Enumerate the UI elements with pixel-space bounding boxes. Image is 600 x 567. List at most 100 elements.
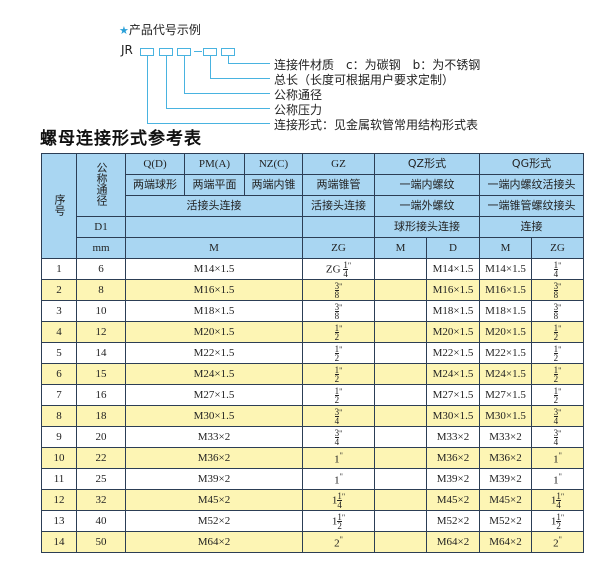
cell-qz-m [374,405,427,427]
cell-gz-zg: 1" [302,468,375,490]
header-union: 活接头连接 [125,195,303,217]
label-pressure: 公称压力 [274,103,323,117]
cell-gz-zg: 1 1 2 " [302,510,375,532]
leader-line [184,56,185,93]
cell-m: M27×1.5 [125,384,303,406]
cell-qg-zg: 1 1 2 " [531,510,584,532]
leader-line [184,93,270,94]
header-qz-d: D [426,237,480,259]
table-row: 13 40 M52×2 1 1 2 " M52×2 M52×2 1 1 2 " [41,510,584,532]
cell-gz-zg: 1 2 " [302,342,375,364]
table-row: 2 8 M16×1.5 3 8 " M16×1.5 M16×1.5 3 8 " [41,279,584,301]
cell-m: M18×1.5 [125,300,303,322]
cell-no: 6 [41,363,77,385]
cell-no: 5 [41,342,77,364]
cell-dn: 16 [76,384,126,406]
header-qz-desc2: 一端外螺纹 [374,195,480,217]
cell-qz-d: M30×1.5 [426,405,480,427]
cell-no: 13 [41,510,77,532]
code-box-length [203,48,217,56]
cell-gz-zg: 3 4 " [302,426,375,448]
table-row: 5 14 M22×1.5 1 2 " M22×1.5 M22×1.5 1 2 " [41,342,584,364]
header-nominal: 公称通径 [76,153,126,217]
cell-qg-zg: 1 1 4 " [531,489,584,511]
cell-dn: 14 [76,342,126,364]
cell-no: 9 [41,426,77,448]
cell-qg-zg: 1 2 " [531,384,584,406]
cell-qg-zg: 3 4 " [531,426,584,448]
header-blank [125,216,303,238]
cell-qz-m [374,321,427,343]
cell-m: M14×1.5 [125,258,303,280]
cell-dn: 12 [76,321,126,343]
cell-qg-zg: 3 8 " [531,279,584,301]
cell-qg-m: M64×2 [479,531,532,553]
cell-qg-m: M39×2 [479,468,532,490]
header-pm-desc: 两端平面 [184,174,245,196]
label-diameter: 公称通径 [274,88,323,102]
cell-qz-m [374,258,427,280]
cell-qg-m: M52×2 [479,510,532,532]
cell-qg-zg: 3 4 " [531,405,584,427]
cell-no: 14 [41,531,77,553]
header-qg: QG形式 [479,153,584,175]
cell-no: 12 [41,489,77,511]
cell-qg-zg: 3 8 " [531,300,584,322]
cell-m: M20×1.5 [125,321,303,343]
header-seq: 序号 [41,153,77,259]
cell-qg-zg: 1 4 " [531,258,584,280]
cell-no: 3 [41,300,77,322]
leader-line [166,56,167,108]
cell-gz-zg: 1 2 " [302,321,375,343]
cell-qg-m: M33×2 [479,426,532,448]
cell-qg-m: M24×1.5 [479,363,532,385]
cell-dn: 50 [76,531,126,553]
header-gz-desc: 两端锥管 [302,174,375,196]
cell-qg-zg: 1 2 " [531,342,584,364]
leader-line [166,108,270,109]
cell-qz-d: M16×1.5 [426,279,480,301]
cell-qz-m [374,510,427,532]
cell-m: M16×1.5 [125,279,303,301]
cell-dn: 15 [76,363,126,385]
code-box-connection [140,48,154,56]
cell-dn: 10 [76,300,126,322]
cell-gz-zg: 3 8 " [302,279,375,301]
code-box-diameter [177,48,191,56]
cell-qg-m: M14×1.5 [479,258,532,280]
cell-gz-zg: 3 4 " [302,405,375,427]
table-title: 螺母连接形式参考表 [40,129,202,149]
cell-no: 11 [41,468,77,490]
leader-line [228,63,270,64]
cell-gz-zg: ZG 1 4 " [302,258,375,280]
cell-qg-m: M16×1.5 [479,279,532,301]
header-blank [302,216,375,238]
product-code-title-text: 产品代号示例 [128,23,201,37]
header-pm: PM(A) [184,153,245,175]
header-qg-m: M [479,237,532,259]
cell-qg-zg: 1 2 " [531,321,584,343]
cell-m: M45×2 [125,489,303,511]
leader-line [210,56,211,78]
header-nz-desc: 两端内锥 [244,174,303,196]
cell-gz-zg: 2" [302,531,375,553]
cell-qz-d: M39×2 [426,468,480,490]
cell-m: M24×1.5 [125,363,303,385]
cell-qg-m: M36×2 [479,447,532,469]
product-code-title: ★产品代号示例 [119,21,201,38]
cell-qz-d: M64×2 [426,531,480,553]
header-qz: QZ形式 [374,153,480,175]
leader-line [147,123,270,124]
cell-m: M30×1.5 [125,405,303,427]
header-qz-desc3: 球形接头连接 [374,216,480,238]
cell-dn: 18 [76,405,126,427]
cell-m: M36×2 [125,447,303,469]
cell-no: 2 [41,279,77,301]
cell-qz-d: M52×2 [426,510,480,532]
cell-qg-zg: 2" [531,531,584,553]
cell-qz-m [374,363,427,385]
cell-qz-d: M20×1.5 [426,321,480,343]
cell-qz-m [374,489,427,511]
cell-no: 7 [41,384,77,406]
cell-qz-d: M33×2 [426,426,480,448]
